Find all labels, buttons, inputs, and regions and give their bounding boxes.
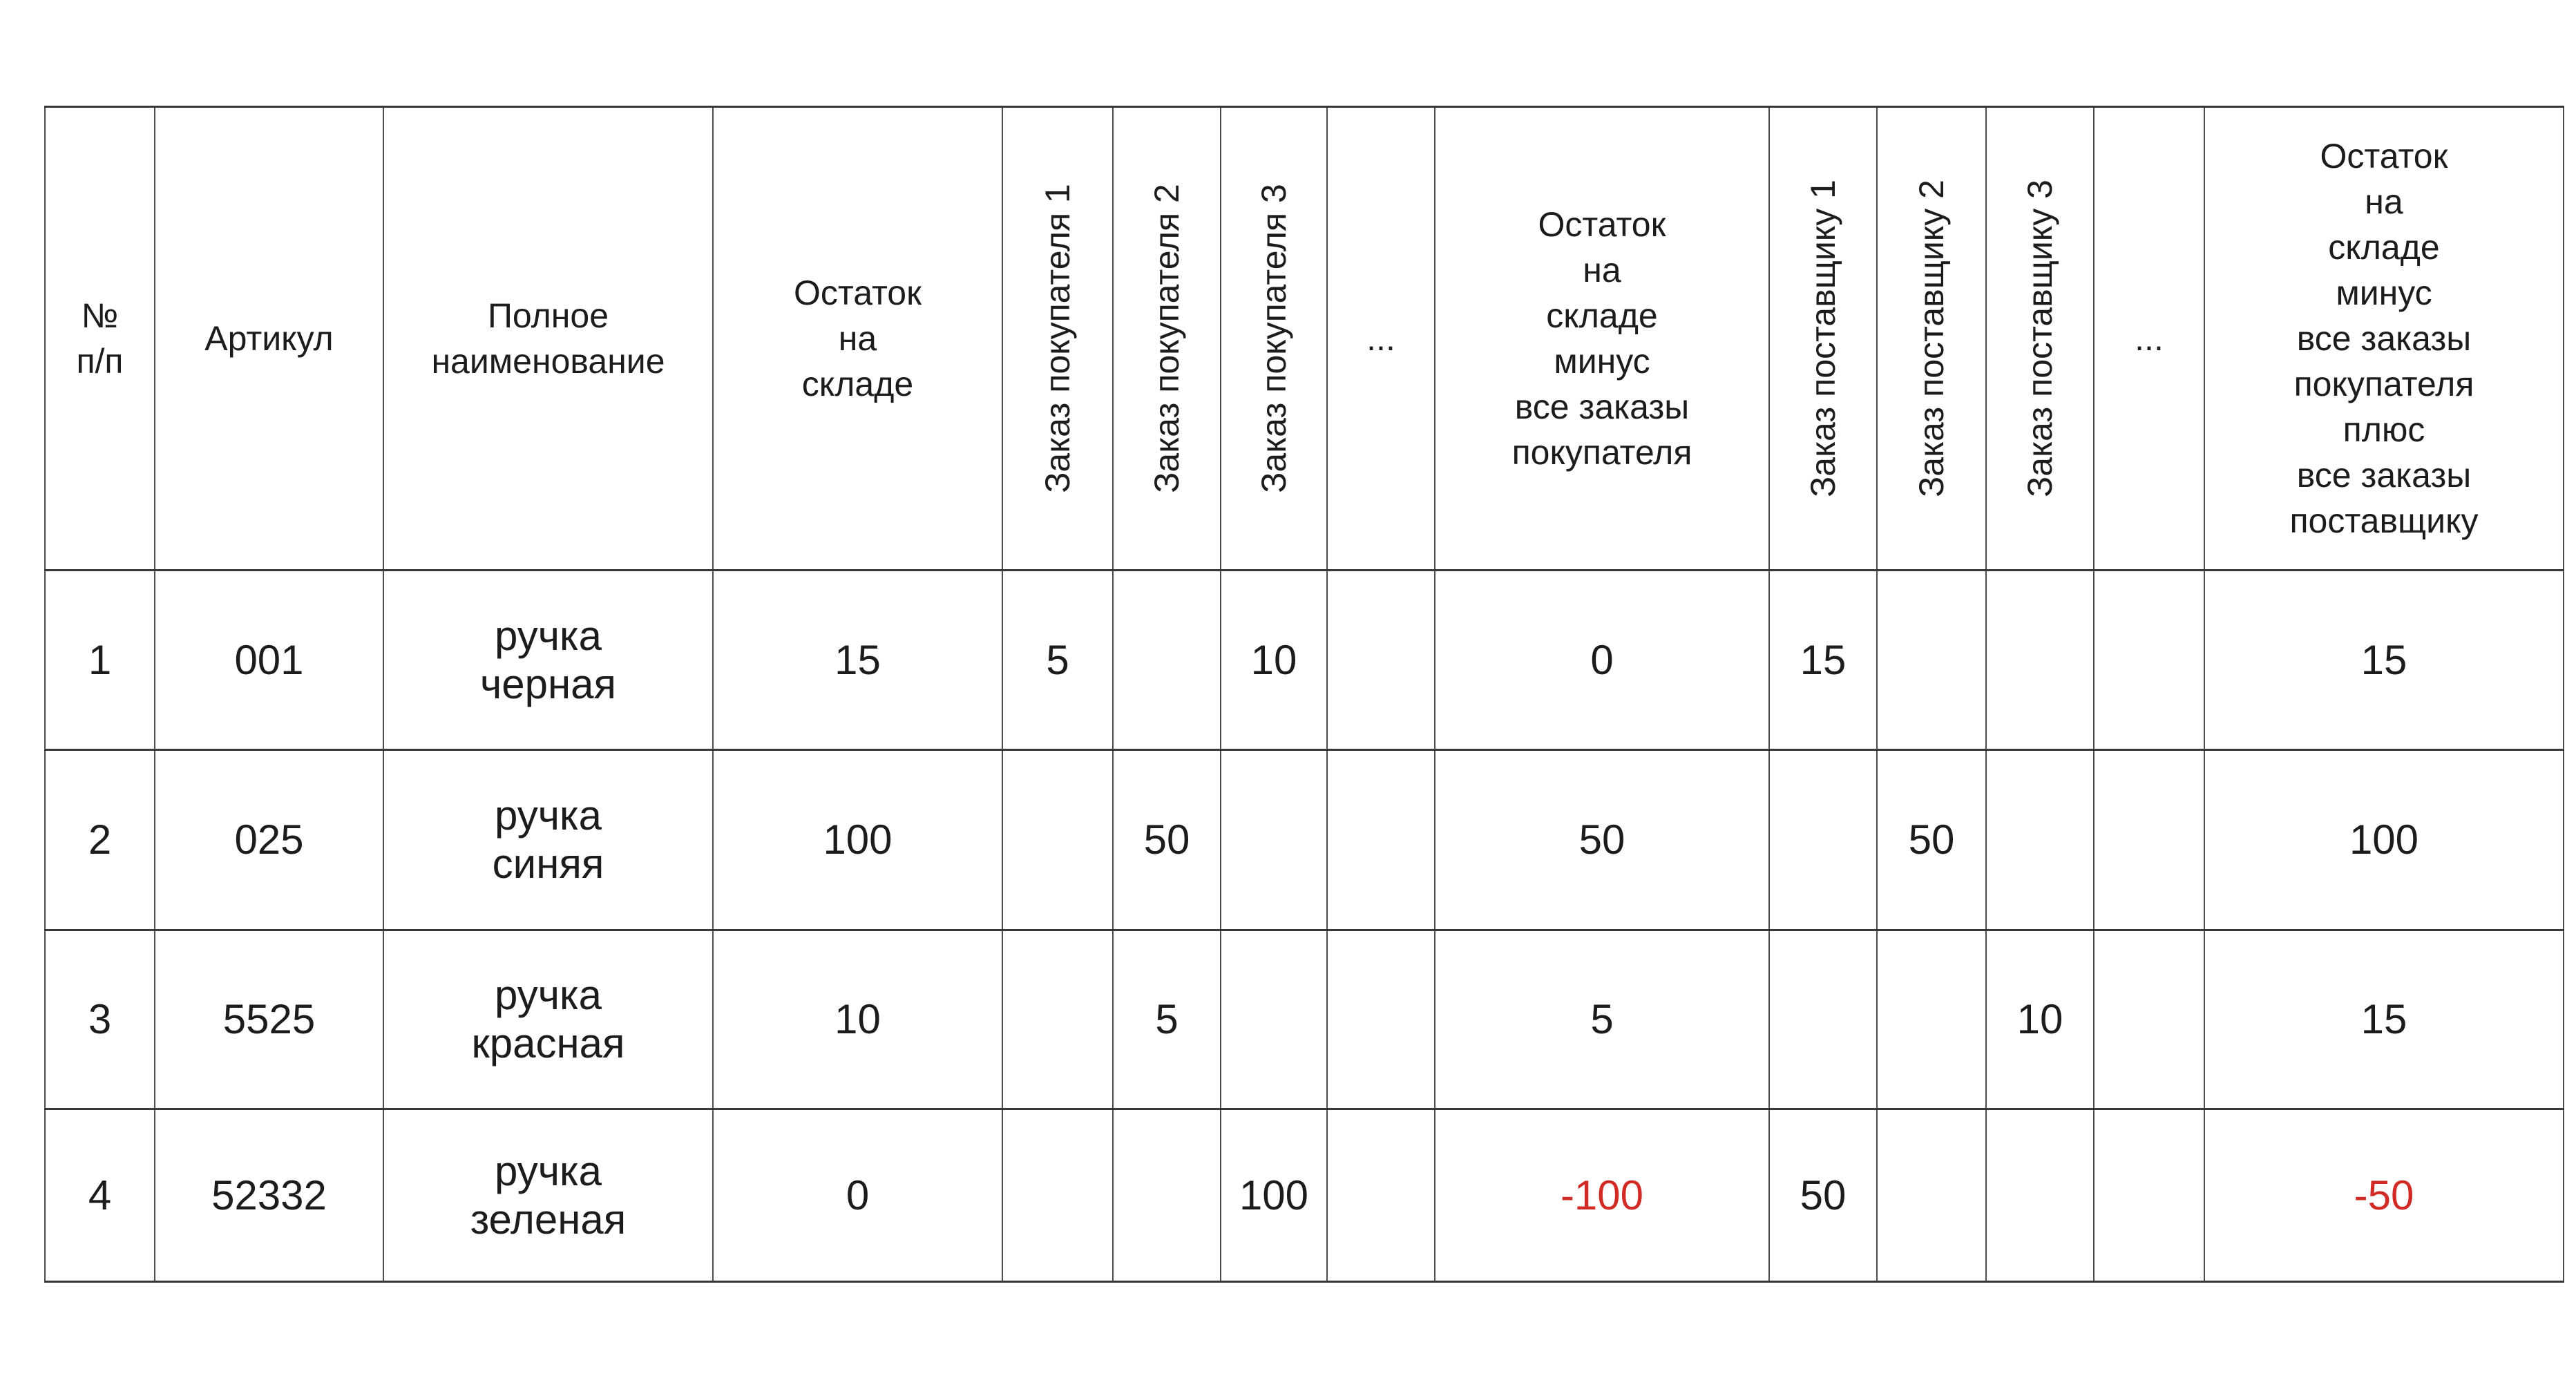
header-ellipsis-suppliers: ...: [2093, 106, 2205, 571]
header-buyer-order-1-label: Заказ покупателя 1: [1038, 184, 1077, 493]
cell-buyer-order-1: [1002, 929, 1114, 1110]
cell-row-number: 2: [44, 749, 155, 931]
header-supplier-order-2-label: Заказ поставщику 2: [1912, 180, 1951, 497]
header-sku: Артикул: [154, 106, 384, 571]
cell-supplier-order-3: [1985, 749, 2095, 931]
cell-supplier-order-2: [1876, 1108, 1987, 1283]
cell-full-name: ручка зеленая: [383, 1108, 714, 1283]
header-num: № п/п: [44, 106, 155, 571]
cell-buyer-order-3: [1220, 929, 1328, 1110]
table-row: 1 001 ручка черная 15 5 10 0 15 15: [44, 569, 2564, 751]
cell-ellipsis: [1326, 929, 1435, 1110]
cell-stock: 15: [712, 569, 1003, 751]
cell-buyer-order-3: 100: [1220, 1108, 1328, 1283]
cell-ellipsis: [2093, 1108, 2205, 1283]
header-supplier-order-1: Заказ поставщику 1: [1768, 106, 1878, 571]
cell-stock-final: 15: [2204, 929, 2564, 1110]
cell-stock-minus-buyers: 50: [1434, 749, 1770, 931]
cell-supplier-order-2: [1876, 929, 1987, 1110]
cell-stock-final: 15: [2204, 569, 2564, 751]
header-supplier-order-1-label: Заказ поставщику 1: [1804, 180, 1842, 497]
cell-stock-final: 100: [2204, 749, 2564, 931]
inventory-orders-table: № п/п Артикул Полное наименование Остато…: [44, 106, 2564, 1283]
cell-buyer-order-2: [1112, 1108, 1221, 1283]
cell-buyer-order-2: 5: [1112, 929, 1221, 1110]
header-stock-minus-buyer-orders: Остаток на складе минус все заказы покуп…: [1434, 106, 1770, 571]
cell-supplier-order-2: [1876, 569, 1987, 751]
cell-stock-minus-buyers: 0: [1434, 569, 1770, 751]
header-supplier-order-3-label: Заказ поставщику 3: [2021, 180, 2059, 497]
cell-buyer-order-1: [1002, 749, 1114, 931]
header-buyer-order-1: Заказ покупателя 1: [1002, 106, 1114, 571]
cell-full-name: ручка черная: [383, 569, 714, 751]
cell-sku: 5525: [154, 929, 384, 1110]
table-row: 3 5525 ручка красная 10 5 5 10 15: [44, 929, 2564, 1110]
cell-supplier-order-1: [1768, 929, 1878, 1110]
cell-row-number: 4: [44, 1108, 155, 1283]
cell-sku: 001: [154, 569, 384, 751]
cell-stock-final: -50: [2204, 1108, 2564, 1283]
cell-stock: 100: [712, 749, 1003, 931]
header-stock-final: Остаток на складе минус все заказы покуп…: [2204, 106, 2564, 571]
cell-sku: 025: [154, 749, 384, 931]
cell-ellipsis: [2093, 929, 2205, 1110]
cell-supplier-order-2: 50: [1876, 749, 1987, 931]
cell-ellipsis: [1326, 569, 1435, 751]
cell-supplier-order-1: 50: [1768, 1108, 1878, 1283]
header-row: № п/п Артикул Полное наименование Остато…: [44, 106, 2564, 571]
cell-ellipsis: [1326, 749, 1435, 931]
header-supplier-order-3: Заказ поставщику 3: [1985, 106, 2095, 571]
cell-supplier-order-3: [1985, 1108, 2095, 1283]
table-row: 4 52332 ручка зеленая 0 100 -100 50 -50: [44, 1108, 2564, 1283]
cell-buyer-order-2: [1112, 569, 1221, 751]
cell-stock: 10: [712, 929, 1003, 1110]
cell-row-number: 3: [44, 929, 155, 1110]
cell-buyer-order-1: 5: [1002, 569, 1114, 751]
cell-supplier-order-3: 10: [1985, 929, 2095, 1110]
cell-buyer-order-2: 50: [1112, 749, 1221, 931]
cell-ellipsis: [2093, 569, 2205, 751]
cell-sku: 52332: [154, 1108, 384, 1283]
header-stock: Остаток на складе: [712, 106, 1003, 571]
header-buyer-order-3: Заказ покупателя 3: [1220, 106, 1328, 571]
header-supplier-order-2: Заказ поставщику 2: [1876, 106, 1987, 571]
cell-buyer-order-3: 10: [1220, 569, 1328, 751]
cell-stock: 0: [712, 1108, 1003, 1283]
cell-stock-minus-buyers: -100: [1434, 1108, 1770, 1283]
cell-row-number: 1: [44, 569, 155, 751]
header-ellipsis-buyers: ...: [1326, 106, 1435, 571]
cell-ellipsis: [2093, 749, 2205, 931]
header-buyer-order-2-label: Заказ покупателя 2: [1147, 184, 1186, 493]
cell-full-name: ручка синяя: [383, 749, 714, 931]
cell-supplier-order-3: [1985, 569, 2095, 751]
header-full-name: Полное наименование: [383, 106, 714, 571]
cell-buyer-order-1: [1002, 1108, 1114, 1283]
cell-ellipsis: [1326, 1108, 1435, 1283]
cell-supplier-order-1: [1768, 749, 1878, 931]
table-row: 2 025 ручка синяя 100 50 50 50 100: [44, 749, 2564, 931]
header-buyer-order-2: Заказ покупателя 2: [1112, 106, 1221, 571]
cell-supplier-order-1: 15: [1768, 569, 1878, 751]
cell-full-name: ручка красная: [383, 929, 714, 1110]
cell-buyer-order-3: [1220, 749, 1328, 931]
header-buyer-order-3-label: Заказ покупателя 3: [1254, 184, 1293, 493]
cell-stock-minus-buyers: 5: [1434, 929, 1770, 1110]
